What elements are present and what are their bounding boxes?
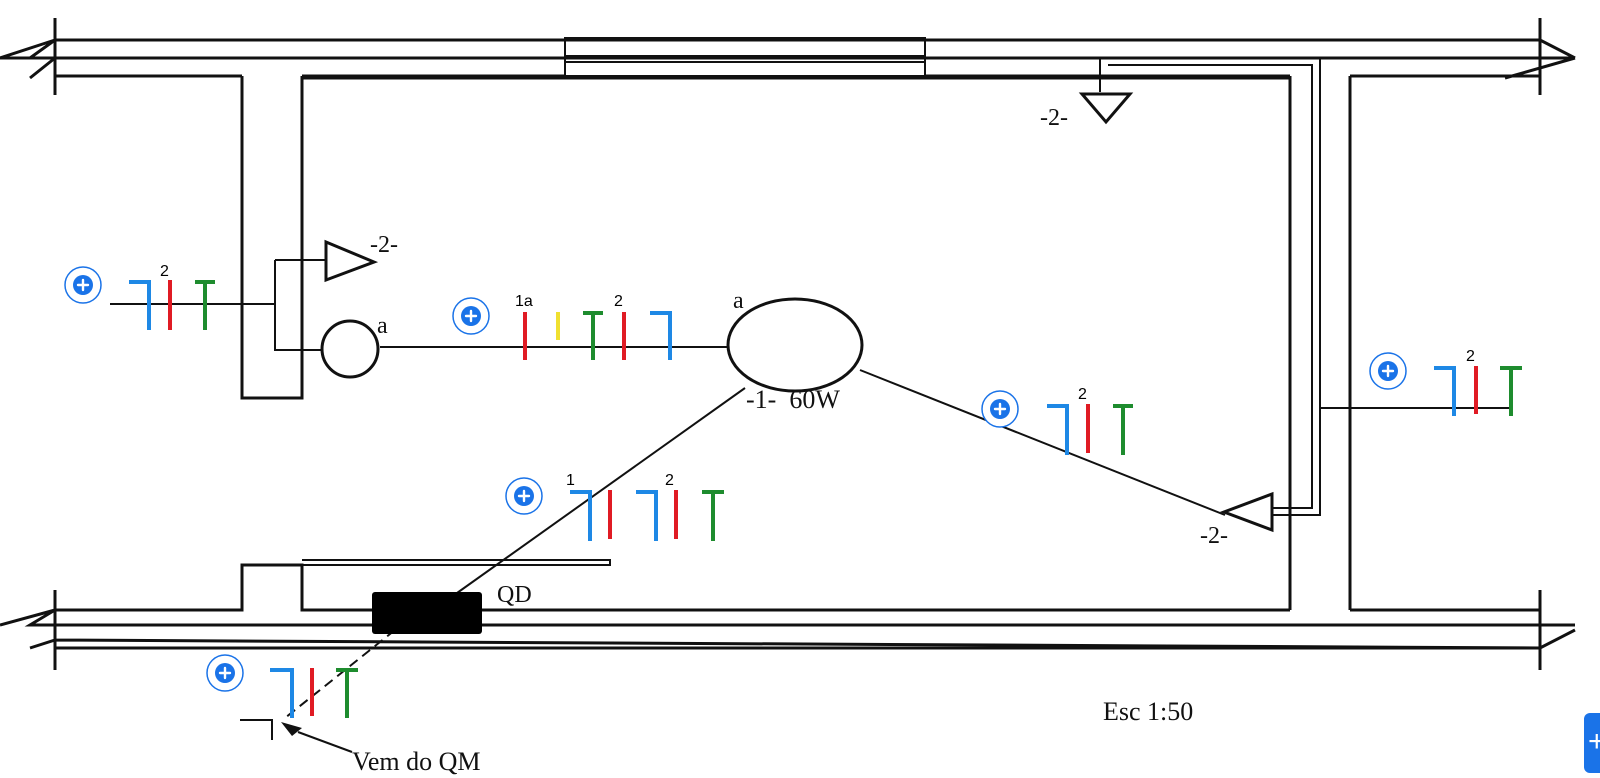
circuit-number: 2 [665,472,674,489]
switch-top-symbol [1078,92,1134,125]
scale-label: Esc 1:50 [1103,697,1193,726]
circuit-number: 2 [614,293,623,310]
lamp-power-label: -1- 60W [746,385,840,414]
wire-right-riser-2 [1108,64,1313,509]
add-conductor-button[interactable] [64,266,102,304]
devices [320,92,1274,634]
neutral-conductor [1434,366,1456,416]
neutral-conductor [570,490,592,541]
circuit-number: 2 [1466,348,1475,365]
neutral-conductor [636,490,658,541]
earth-conductor [336,668,358,718]
wire-right-riser [1099,57,1321,516]
add-conductor-button[interactable] [1369,352,1407,390]
counter [302,559,611,566]
right-partition [1288,76,1352,610]
main-lamp-letter: a [733,288,744,314]
conductor-group-right-room: 2 [1369,348,1522,416]
wiring [110,57,1510,753]
add-conductor-button[interactable] [452,297,490,335]
earth-conductor [195,280,215,330]
circuit-number: 2 [1078,386,1087,403]
circuit-number: 1a [515,293,533,310]
circuit-number: 1 [566,472,575,489]
neutral-conductor [270,668,294,718]
floating-add-button[interactable]: + [1584,713,1600,773]
add-conductor-button[interactable] [505,477,543,515]
panel-label: QD [497,582,532,608]
source-label: Vem do QM [352,747,481,776]
distribution-panel [372,592,482,634]
switch-left-symbol [324,239,379,283]
neutral-conductor [1047,404,1069,455]
drawing-labels: -2- -2- -2- a a -1- 60W QD Esc 1:50 Vem … [352,105,1228,776]
switch-right-symbol [1219,491,1274,533]
conductor-group-left-wall: 2 [64,263,215,330]
conductor-group-switch-to-lamp: 1a 2 [452,293,672,360]
earth-conductor [1113,404,1133,455]
small-lamp-letter: a [377,313,388,339]
main-lamp [726,297,864,393]
wire-incoming-feed [284,629,396,719]
add-conductor-button[interactable] [206,654,244,692]
wire-lamp-to-right-switch [859,369,1226,516]
wire-switch-box [274,259,330,351]
wire-lamp-to-panel [449,387,746,599]
small-lamp [320,319,380,379]
source-leader [297,731,353,753]
bottom-wall-outer [0,590,1576,670]
top-wall-break-left [29,18,57,95]
conductor-group-lamp-to-right: 2 [981,386,1133,455]
earth-conductor [583,311,603,360]
feed-terminal [240,719,273,740]
neutral-conductor [650,311,672,360]
conductor-group-panel-to-lamp: 1 2 [505,472,724,541]
conductor-group-incoming-feed [206,654,358,718]
add-conductor-button[interactable] [981,390,1019,428]
earth-conductor [702,490,724,541]
bottom-wall-inner [55,563,1540,612]
switch-top-label: -2- [1040,105,1068,131]
circuit-number: 2 [160,263,169,280]
left-partition [240,76,304,400]
switch-left-label: -2- [370,232,398,258]
switch-right-label: -2- [1200,523,1228,549]
earth-conductor [1500,366,1522,416]
feed-arrow-head [281,722,302,736]
neutral-conductor [129,280,151,330]
